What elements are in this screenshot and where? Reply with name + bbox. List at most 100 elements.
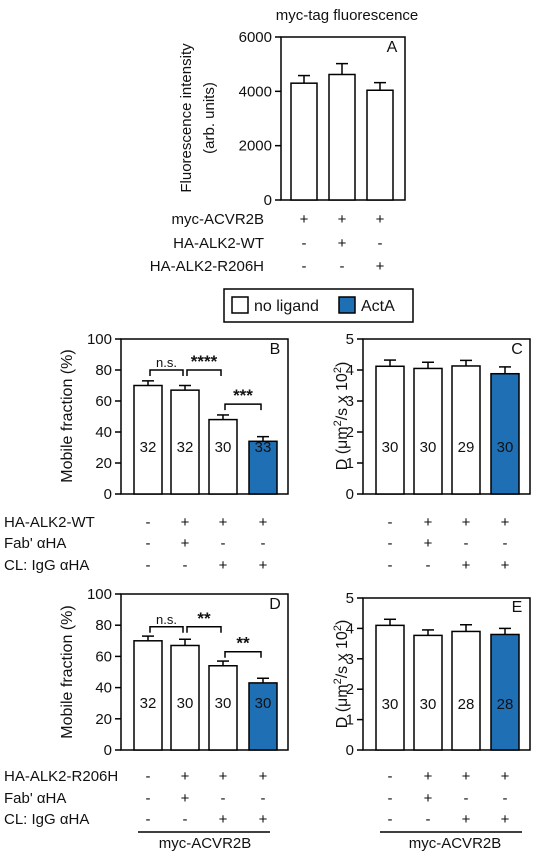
panel-c-letter: C: [511, 341, 523, 358]
panel-b-ytick-label: 0: [104, 486, 112, 503]
panel-d-bracket: [224, 650, 262, 658]
panel-c-count: 30: [497, 439, 514, 456]
panel-c-row-mark: +: [501, 514, 510, 531]
panel-e-row-mark: -: [464, 790, 469, 807]
panel-e-row-mark: +: [424, 790, 433, 807]
panel-e-footer-label: myc-ACVR2B: [409, 835, 502, 852]
panel-b-count: 30: [215, 439, 232, 456]
legend: no ligand ActA: [223, 288, 414, 323]
panel-d-frame: [120, 593, 289, 751]
panel-a-bar: [366, 89, 394, 201]
panel-b-row-mark: -: [183, 557, 188, 574]
panel-e-row-mark: -: [388, 811, 393, 828]
panel-d-ytick-label: 80: [95, 617, 112, 634]
panel-b-ytick-label: 40: [95, 424, 112, 441]
panel-c-row-mark: -: [464, 535, 469, 552]
panel-c-ytick-label: 2: [346, 424, 354, 441]
panel-b-count: 32: [140, 439, 157, 456]
panel-d-bar: [133, 640, 163, 751]
panel-d-row-mark: -: [146, 790, 151, 807]
panel-c-row-mark: +: [501, 557, 510, 574]
panel-b-bracket: [149, 369, 184, 376]
panel-b-row-mark: +: [181, 535, 190, 552]
panel-d-row-mark: +: [219, 768, 228, 785]
panel-b-bracket-label: ***: [233, 386, 253, 405]
panel-d-row-mark: -: [146, 811, 151, 828]
panel-d-row-mark: -: [261, 790, 266, 807]
panel-a-letter: A: [387, 39, 398, 56]
panel-c-ytick-label: 3: [346, 393, 354, 410]
panel-b: B 0 20 40 60 80 100 Mobile fraction (%) 32 32 30 33…: [4, 331, 289, 574]
panel-e-count: 30: [420, 696, 437, 713]
panel-d-bracket-label: **: [197, 609, 211, 628]
panel-a-ylabel: Fluorescence intensity: [178, 43, 195, 193]
panel-b-bracket: [224, 403, 262, 411]
panel-a-bar: [290, 82, 318, 201]
panel-c-row-mark: +: [462, 557, 471, 574]
panel-b-bracket-label: n.s.: [156, 355, 177, 370]
panel-c: C 0 1 2 3 4 5 D (μm2/s x 102) 30 30 29 30 - + + + - + - - - -…: [332, 331, 531, 574]
panel-a-ytick-label: 4000: [239, 83, 272, 100]
panel-d-count: 32: [140, 695, 157, 712]
panel-a-row-mark: +: [376, 211, 385, 228]
panel-a-row-mark: +: [300, 211, 309, 228]
panel-b-count: 32: [177, 439, 194, 456]
panel-d-bar: [248, 682, 278, 751]
panel-b-row-mark: -: [146, 535, 151, 552]
panel-d-ytick-label: 20: [95, 711, 112, 728]
panel-d-count: 30: [255, 695, 272, 712]
panel-e-ytick-label: 2: [346, 681, 354, 698]
panel-d-row-mark: +: [181, 768, 190, 785]
panel-e-row-mark: +: [462, 811, 471, 828]
panel-b-row-mark: +: [259, 514, 268, 531]
panel-b-bar: [248, 440, 278, 495]
panel-c-row-mark: +: [462, 514, 471, 531]
panel-a-row-mark: +: [376, 258, 385, 275]
panel-c-count: 30: [382, 439, 399, 456]
panel-a-ytick-label: 0: [264, 192, 272, 209]
panel-d-bracket-label: n.s.: [156, 612, 177, 627]
panel-a-row-mark: +: [338, 235, 347, 252]
panel-c-ytick-label: 4: [346, 362, 354, 379]
panel-a-row-label: HA-ALK2-WT: [173, 235, 264, 252]
panel-d-row-mark: +: [259, 811, 268, 828]
panel-e-row-mark: +: [424, 768, 433, 785]
panel-b-row-mark: -: [221, 535, 226, 552]
panel-a-ytick-label: 6000: [239, 29, 272, 46]
panel-e-ytick-label: 3: [346, 651, 354, 668]
panel-d-ytick-label: 0: [104, 742, 112, 759]
panel-a-row-mark: -: [340, 258, 345, 275]
panel-e-count: 28: [458, 696, 475, 713]
panel-e-row-mark: -: [388, 768, 393, 785]
panel-e-ytick-label: 5: [346, 590, 354, 607]
legend-swatch-no-ligand: [231, 296, 249, 314]
panel-c-row-mark: -: [503, 535, 508, 552]
panel-e: E 0 1 2 3 4 5 D (μm2/s x 102) 30 30 28 28 - + + + - + - - - -…: [332, 590, 531, 852]
panel-e-ylabel: D (μm2/s x 102): [332, 620, 351, 729]
panel-b-bracket-label: ****: [191, 352, 218, 371]
panel-b-row-mark: +: [259, 557, 268, 574]
panel-b-ylabel: Mobile fraction (%): [59, 349, 76, 482]
panel-d-count: 30: [215, 695, 232, 712]
panel-d-letter: D: [269, 596, 281, 613]
panel-c-row-mark: +: [424, 535, 433, 552]
panel-b-frame: [120, 338, 289, 495]
panel-b-bar: [133, 384, 163, 495]
panel-b-count: 33: [255, 439, 272, 456]
legend-label-ligand: ActA: [361, 298, 395, 315]
panel-b-row-label: CL: IgG αHA: [4, 557, 89, 574]
panel-b-ytick-label: 60: [95, 393, 112, 410]
panel-c-bar: [375, 365, 405, 495]
panel-e-row-mark: -: [426, 811, 431, 828]
panel-c-bar: [490, 372, 520, 495]
panel-d-ytick-label: 40: [95, 680, 112, 697]
panel-e-bar: [375, 624, 405, 751]
panel-a-row-label: myc-ACVR2B: [171, 211, 264, 228]
panel-a-row-mark: -: [302, 235, 307, 252]
panel-e-bar: [413, 634, 443, 751]
panel-c-ylabel: D (μm2/s x 102): [332, 362, 351, 471]
panel-e-letter: E: [512, 599, 523, 616]
panel-c-row-mark: -: [388, 535, 393, 552]
